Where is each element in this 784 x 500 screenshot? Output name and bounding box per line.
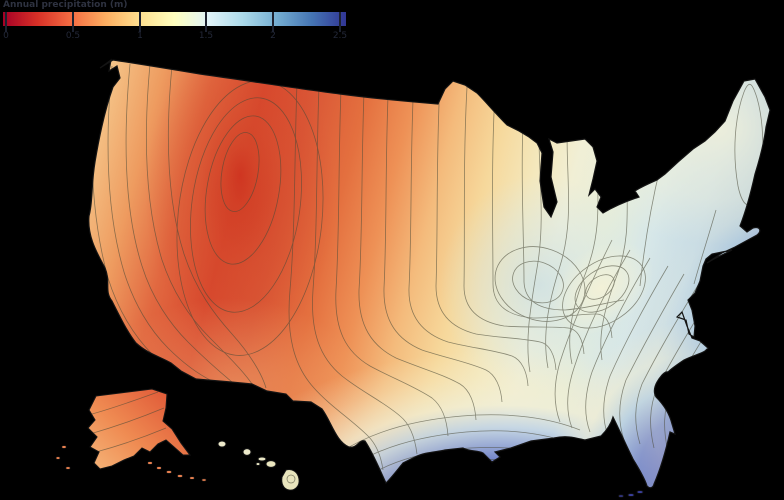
alaska-inset [55, 388, 207, 482]
colorbar-tick [72, 12, 74, 32]
colorbar-tick [139, 12, 141, 32]
hawaii-inset [217, 440, 300, 491]
colorbar-tick [272, 12, 274, 32]
midwest-cool-lobe [440, 175, 640, 395]
colorbar-tick-label: 2 [270, 31, 276, 41]
colorbar-tick-label: 0 [3, 31, 9, 41]
island-maui [265, 460, 277, 468]
colorbar-tick-label: 0.5 [65, 31, 81, 41]
hawaii-contour-ring [286, 474, 296, 484]
aleutian-islands [55, 445, 207, 482]
colorbar-title: Annual precipitation (m) [3, 0, 128, 10]
island-kauai [217, 440, 227, 448]
colorbar-legend: Annual precipitation (m) 0 0.5 1 1.5 2 2… [0, 0, 360, 46]
atlantic-coast-blue [605, 135, 770, 488]
colorbar-tick-label: 1.5 [198, 31, 214, 41]
colorbar-gradient [3, 12, 346, 26]
colorbar-tick [339, 12, 341, 32]
island-hawaii [281, 469, 300, 491]
florida-keys [618, 490, 644, 498]
colorbar-tick [205, 12, 207, 32]
colorbar-tick-label: 2.5 [332, 31, 348, 41]
island-oahu [242, 448, 252, 456]
alaska-contours [89, 391, 167, 453]
colorbar-tick [5, 12, 7, 32]
island-lanai [255, 462, 261, 466]
island-molokai [257, 456, 267, 462]
colorbar-tick-label: 1 [137, 31, 143, 41]
